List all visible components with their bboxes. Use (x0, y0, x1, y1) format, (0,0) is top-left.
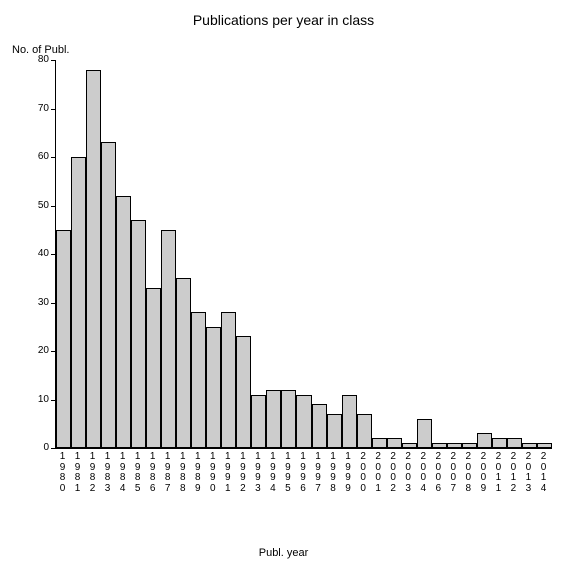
bar (432, 443, 447, 448)
y-tick-label: 40 (21, 248, 49, 259)
bar (402, 443, 417, 448)
y-tick (51, 60, 55, 61)
x-tick-label: 1985 (130, 452, 145, 494)
bar (312, 404, 327, 448)
y-tick-label: 20 (21, 345, 49, 356)
y-tick-label: 80 (21, 54, 49, 65)
plot-area (55, 60, 552, 449)
x-tick-label: 2006 (431, 452, 446, 494)
x-tick-label: 2009 (476, 452, 491, 494)
bar (206, 327, 221, 448)
bar (251, 395, 266, 448)
y-tick (51, 400, 55, 401)
bar (327, 414, 342, 448)
y-tick-label: 0 (21, 442, 49, 453)
x-tick-label: 2003 (401, 452, 416, 494)
bar (131, 220, 146, 448)
chart-title: Publications per year in class (0, 12, 567, 28)
y-tick (51, 351, 55, 352)
x-tick-label: 1982 (85, 452, 100, 494)
bar (86, 70, 101, 448)
x-tick-label: 1980 (55, 452, 70, 494)
x-tick-label: 1983 (100, 452, 115, 494)
y-tick (51, 157, 55, 158)
x-tick-label: 1998 (326, 452, 341, 494)
bar (56, 230, 71, 448)
x-tick-label: 1986 (145, 452, 160, 494)
bar (417, 419, 432, 448)
x-tick-label: 1996 (295, 452, 310, 494)
bar (522, 443, 537, 448)
x-tick-label: 1994 (265, 452, 280, 494)
publications-chart: Publications per year in class No. of Pu… (0, 0, 567, 567)
x-tick-label: 1995 (280, 452, 295, 494)
bar (236, 336, 251, 448)
y-tick (51, 109, 55, 110)
x-tick-label: 1993 (250, 452, 265, 494)
x-tick-label: 1981 (70, 452, 85, 494)
bar (447, 443, 462, 448)
y-tick-label: 30 (21, 297, 49, 308)
x-tick-label: 1987 (160, 452, 175, 494)
bar (537, 443, 552, 448)
y-tick-label: 10 (21, 394, 49, 405)
bar (191, 312, 206, 448)
x-tick-label: 2007 (446, 452, 461, 494)
y-tick-label: 60 (21, 151, 49, 162)
y-tick-label: 70 (21, 103, 49, 114)
bar (372, 438, 387, 448)
x-tick-label: 2014 (536, 452, 551, 494)
x-tick-label: 2013 (521, 452, 536, 494)
bar (507, 438, 522, 448)
y-tick (51, 303, 55, 304)
x-tick-label: 1989 (190, 452, 205, 494)
x-tick-label: 2012 (506, 452, 521, 494)
bar (71, 157, 86, 448)
bar (101, 142, 116, 448)
bar (281, 390, 296, 448)
x-tick-label: 2001 (371, 452, 386, 494)
x-tick-label: 1991 (220, 452, 235, 494)
bar (296, 395, 311, 448)
x-tick-label: 2004 (416, 452, 431, 494)
x-tick-label: 2000 (356, 452, 371, 494)
bar (462, 443, 477, 448)
x-tick-label: 2008 (461, 452, 476, 494)
x-tick-label: 2011 (491, 452, 506, 494)
x-tick-label: 1990 (205, 452, 220, 494)
bar (342, 395, 357, 448)
x-axis-title: Publ. year (0, 547, 567, 559)
x-tick-label: 1988 (175, 452, 190, 494)
y-tick (51, 206, 55, 207)
bar (176, 278, 191, 448)
x-tick-label: 1984 (115, 452, 130, 494)
x-tick-label: 1999 (341, 452, 356, 494)
y-tick (51, 448, 55, 449)
bar (221, 312, 236, 448)
bar (387, 438, 402, 448)
bar (492, 438, 507, 448)
bar (357, 414, 372, 448)
bar (161, 230, 176, 448)
x-tick-label: 2002 (386, 452, 401, 494)
x-tick-label: 1992 (235, 452, 250, 494)
x-tick-label: 1997 (311, 452, 326, 494)
y-tick-label: 50 (21, 200, 49, 211)
bar (146, 288, 161, 448)
bar (266, 390, 281, 448)
bar (116, 196, 131, 448)
y-tick (51, 254, 55, 255)
bar (477, 433, 492, 448)
